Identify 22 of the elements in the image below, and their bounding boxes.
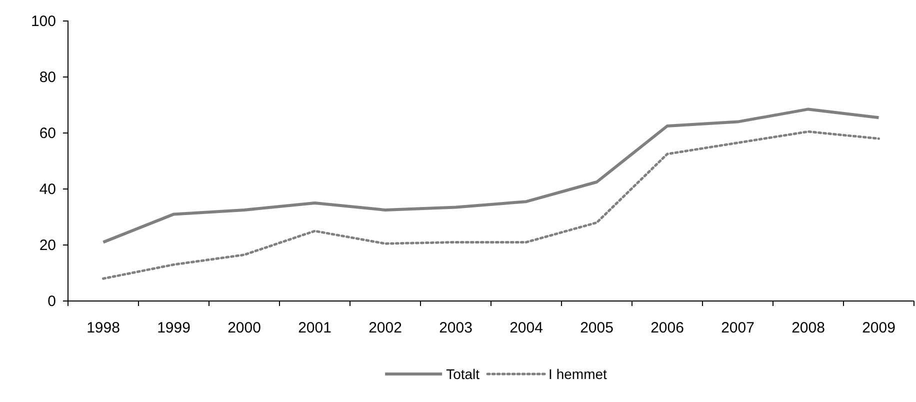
x-tick-label: 1999 xyxy=(157,320,190,336)
x-tick-label: 2005 xyxy=(580,320,614,336)
x-tick-label: 2000 xyxy=(228,320,261,336)
x-tick-label: 2009 xyxy=(862,320,896,336)
y-tick-label: 0 xyxy=(48,292,56,310)
y-tick-label: 100 xyxy=(30,12,56,30)
x-tick-label: 2008 xyxy=(792,320,825,336)
x-tick-label: 2003 xyxy=(439,320,472,336)
y-tick-label: 80 xyxy=(39,68,56,86)
x-tick-label: 1998 xyxy=(86,320,120,336)
x-tick-label: 2002 xyxy=(368,320,402,336)
x-tick-label: 2001 xyxy=(298,320,332,336)
x-tick-label: 2004 xyxy=(510,320,543,336)
line-series xyxy=(102,130,880,280)
legend-label: I hemmet xyxy=(548,366,608,382)
x-tick-label: 2006 xyxy=(650,320,684,336)
y-tick-label: 20 xyxy=(39,236,56,254)
line-series xyxy=(102,108,880,244)
legend-label: Totalt xyxy=(446,366,480,382)
y-tick-label: 40 xyxy=(39,180,56,198)
x-tick-label: 2007 xyxy=(721,320,754,336)
y-tick-label: 60 xyxy=(39,124,56,142)
